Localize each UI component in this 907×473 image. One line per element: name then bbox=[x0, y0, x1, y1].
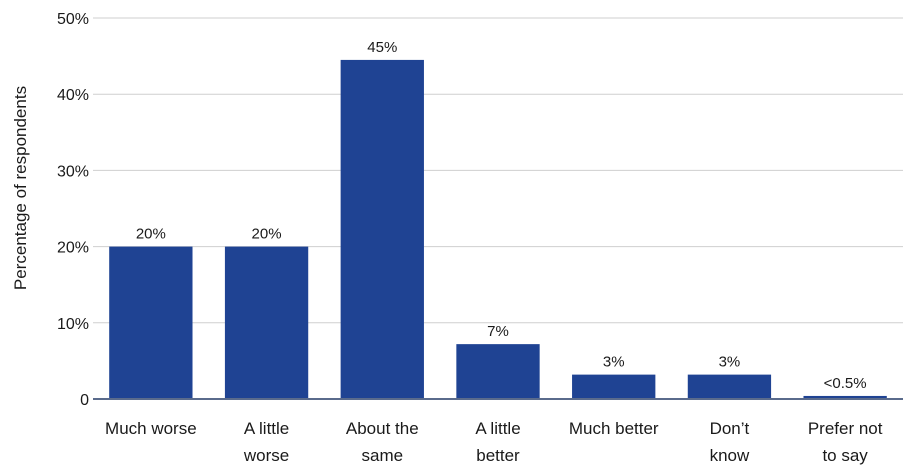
category-label-line: better bbox=[476, 446, 520, 465]
category-label: About the same bbox=[346, 419, 419, 465]
y-tick-label: 20% bbox=[57, 240, 89, 257]
category-label-line: Much worse bbox=[105, 419, 197, 438]
category-label-line: Don’t bbox=[710, 419, 750, 438]
bar bbox=[109, 246, 193, 399]
y-tick-label: 40% bbox=[57, 87, 89, 104]
category-label: Much better bbox=[569, 419, 659, 438]
data-labels: 20% 20% 45% 7% 3% 3% <0.5% bbox=[136, 39, 867, 392]
bar bbox=[572, 374, 656, 399]
gridlines bbox=[93, 17, 903, 324]
y-tick-label: 50% bbox=[57, 11, 89, 28]
bar bbox=[456, 344, 540, 399]
bars bbox=[109, 59, 887, 399]
category-label-line: A little bbox=[244, 419, 289, 438]
bar bbox=[803, 395, 887, 399]
bar bbox=[224, 246, 309, 399]
category-label-line: know bbox=[710, 446, 750, 465]
data-label: 20% bbox=[252, 226, 282, 243]
category-label: A little worse bbox=[243, 419, 289, 465]
category-label: A little better bbox=[475, 419, 520, 465]
category-label: Much worse bbox=[105, 419, 197, 438]
category-label-line: A little bbox=[475, 419, 520, 438]
category-label: Prefer not to say bbox=[808, 419, 883, 465]
data-label: 3% bbox=[719, 354, 741, 371]
data-label: 3% bbox=[603, 354, 625, 371]
category-label-line: same bbox=[361, 446, 403, 465]
y-axis-title: Percentage of respondents bbox=[11, 86, 30, 290]
y-tick-label: 10% bbox=[57, 316, 89, 333]
y-axis-ticks: 0 10% 20% 30% 40% 50% bbox=[57, 11, 89, 409]
bar bbox=[687, 374, 772, 399]
data-label: 7% bbox=[487, 323, 509, 340]
category-label-line: About the bbox=[346, 419, 419, 438]
category-label: Don’t know bbox=[710, 419, 750, 465]
category-label-line: Much better bbox=[569, 419, 659, 438]
bar bbox=[340, 59, 424, 399]
y-tick-label: 0 bbox=[80, 392, 89, 409]
data-label: 20% bbox=[136, 226, 166, 243]
category-label-line: Prefer not bbox=[808, 419, 883, 438]
category-label-line: worse bbox=[243, 446, 289, 465]
y-tick-label: 30% bbox=[57, 163, 89, 180]
data-label: 45% bbox=[367, 39, 397, 56]
data-label: <0.5% bbox=[824, 375, 867, 392]
category-label-line: to say bbox=[822, 446, 868, 465]
x-axis-categories: Much worse A little worse About the same A li… bbox=[105, 419, 883, 465]
